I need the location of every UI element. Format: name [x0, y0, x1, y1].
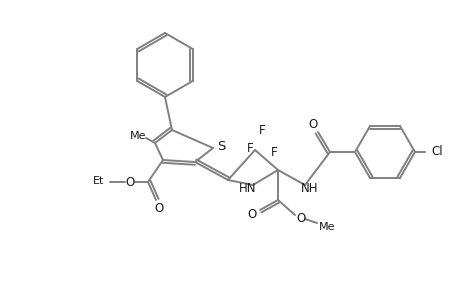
- Text: O: O: [247, 208, 256, 221]
- Text: S: S: [216, 140, 225, 152]
- Text: O: O: [154, 202, 163, 214]
- Text: O: O: [125, 176, 134, 188]
- Text: NH: NH: [301, 182, 318, 196]
- Text: F: F: [270, 146, 277, 158]
- Text: Cl: Cl: [430, 145, 442, 158]
- Text: Me: Me: [129, 131, 146, 141]
- Text: F: F: [258, 124, 265, 136]
- Text: Et: Et: [92, 176, 104, 186]
- Text: F: F: [246, 142, 253, 154]
- Text: O: O: [308, 118, 317, 130]
- Text: O: O: [296, 212, 305, 224]
- Text: Me: Me: [318, 222, 335, 232]
- Text: HN: HN: [239, 182, 256, 196]
